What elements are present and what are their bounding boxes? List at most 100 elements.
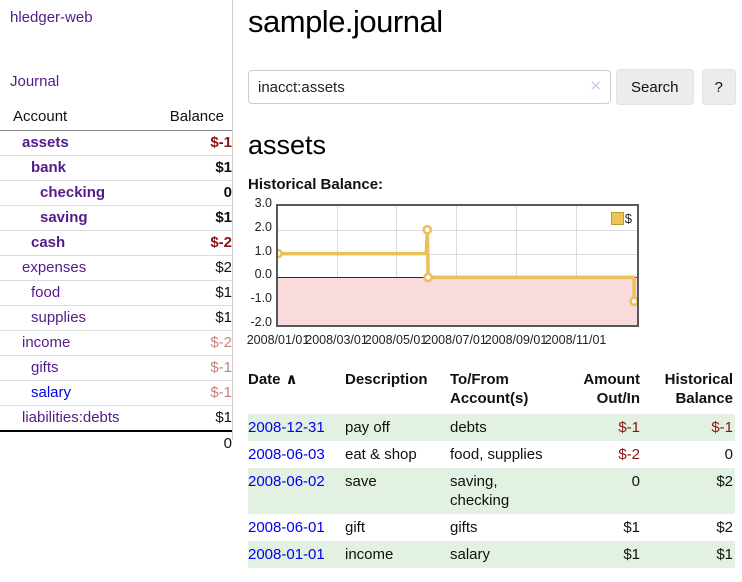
data-point-marker <box>278 248 283 259</box>
gridline-vertical <box>455 206 457 325</box>
transaction-balance: $2 <box>716 473 733 490</box>
x-axis-label: 2008/05/01 <box>364 333 428 347</box>
account-link-bank[interactable]: bank <box>31 159 67 176</box>
transaction-amount: $-2 <box>618 446 640 463</box>
chart-plot-inner <box>278 206 637 325</box>
transaction-date-link[interactable]: 2008-06-03 <box>248 446 325 463</box>
y-axis-label: 3.0 <box>254 196 272 210</box>
account-balance: $1 <box>152 155 232 181</box>
transaction-row: 2008-01-01 income salary $1 $1 <box>248 541 735 568</box>
search-input[interactable] <box>248 70 611 104</box>
account-row: assets $-1 <box>0 131 232 156</box>
account-link-salary[interactable]: salary <box>31 384 72 401</box>
account-row: gifts $-1 <box>0 355 232 381</box>
transaction-row: 2008-06-02 save saving, checking 0 $2 <box>248 468 735 514</box>
gridline-horizontal <box>278 229 637 231</box>
account-link-liabilities-debts[interactable]: liabilities:debts <box>22 409 120 426</box>
sidebar-item-journal[interactable]: Journal <box>10 73 60 90</box>
x-axis-label: 2008/01/01 <box>246 333 310 347</box>
transaction-description: save <box>345 473 377 490</box>
account-link-saving[interactable]: saving <box>40 209 88 226</box>
transaction-amount: 0 <box>631 473 640 490</box>
register-header-description: Description <box>345 371 428 388</box>
account-balance: $1 <box>152 305 232 331</box>
account-link-income[interactable]: income <box>22 334 71 351</box>
register-header-historical: Historical Balance <box>664 371 733 407</box>
account-cell: food <box>0 280 153 306</box>
account-link-checking[interactable]: checking <box>40 184 106 201</box>
accounts-total-spacer <box>0 430 153 456</box>
data-point-marker <box>629 296 637 307</box>
account-balance: $1 <box>152 205 232 231</box>
account-row: cash $-2 <box>0 230 232 256</box>
accounts-header-balance: Balance <box>152 105 232 131</box>
account-balance: 0 <box>152 180 232 206</box>
account-cell: checking <box>0 180 153 206</box>
account-link-food[interactable]: food <box>31 284 61 301</box>
account-balance: $-2 <box>152 230 232 256</box>
account-link-assets[interactable]: assets <box>22 134 69 151</box>
clear-search-icon[interactable]: ✕ <box>589 78 602 95</box>
transaction-balance: $1 <box>716 546 733 563</box>
transaction-accounts: salary <box>450 546 491 563</box>
data-point-marker <box>422 224 433 235</box>
transaction-accounts: debts <box>450 419 487 436</box>
gridline-vertical <box>575 206 577 325</box>
account-link-gifts[interactable]: gifts <box>31 359 59 376</box>
account-row: saving $1 <box>0 205 232 231</box>
transaction-description: eat & shop <box>345 446 417 463</box>
transaction-accounts: gifts <box>450 519 478 536</box>
account-link-expenses[interactable]: expenses <box>22 259 87 276</box>
account-balance: $2 <box>152 255 232 281</box>
legend-label: $ <box>624 211 632 226</box>
transaction-date-link[interactable]: 2008-12-31 <box>248 419 325 436</box>
account-row: bank $1 <box>0 155 232 181</box>
account-cell: assets <box>0 131 153 156</box>
search-form: ✕ Search ? <box>248 69 738 105</box>
gridline-vertical <box>396 206 398 325</box>
y-axis-label: -1.0 <box>250 291 272 306</box>
transaction-row: 2008-06-03 eat & shop food, supplies $-2 0 <box>248 441 735 468</box>
account-balance: $-2 <box>152 330 232 356</box>
sort-ascending-icon: ∧ <box>285 371 298 388</box>
balance-line-svg <box>278 224 637 307</box>
account-cell: gifts <box>0 355 153 381</box>
transaction-date-cell: 2008-01-01 <box>248 541 345 568</box>
account-row: checking 0 <box>0 180 232 206</box>
account-cell: cash <box>0 230 153 256</box>
page-title: sample.journal <box>248 4 443 39</box>
account-link-cash[interactable]: cash <box>31 234 66 251</box>
accounts-header-account: Account <box>0 105 153 131</box>
transaction-date-link[interactable]: 2008-06-01 <box>248 519 325 536</box>
account-row: supplies $1 <box>0 305 232 331</box>
x-axis-label: 2008/03/01 <box>305 333 368 347</box>
sidebar: hledger-web Journal Account Balance asse… <box>0 0 233 456</box>
account-cell: bank <box>0 155 153 181</box>
transaction-date-link[interactable]: 2008-06-02 <box>248 473 325 490</box>
y-axis-label: -2.0 <box>250 315 272 329</box>
account-balance: $1 <box>152 280 232 306</box>
transaction-balance: 0 <box>724 446 733 463</box>
app-brand-link[interactable]: hledger-web <box>10 9 93 26</box>
account-row: income $-2 <box>0 330 232 356</box>
register-header-date[interactable]: Date ∧ <box>248 371 298 388</box>
account-link-supplies[interactable]: supplies <box>31 309 87 326</box>
transaction-balance: $2 <box>716 519 733 536</box>
account-row: salary $-1 <box>0 380 232 406</box>
chart-legend: $ <box>610 211 632 226</box>
search-button[interactable]: Search <box>616 69 694 105</box>
register-table: Date ∧ Description To/From Account(s) Amount O… <box>248 368 735 568</box>
account-balance: $-1 <box>152 380 232 406</box>
accounts-total-row: 0 <box>0 430 232 456</box>
transaction-description: gift <box>345 519 366 536</box>
account-cell: salary <box>0 380 153 406</box>
account-cell: liabilities:debts <box>0 405 153 431</box>
transaction-date-link[interactable]: 2008-01-01 <box>248 546 325 563</box>
negative-balance-region <box>278 277 637 325</box>
register-header-amount: Amount Out/In <box>583 371 640 407</box>
account-row: food $1 <box>0 280 232 306</box>
data-point-marker <box>423 272 434 283</box>
account-balance: $-1 <box>210 134 232 151</box>
transaction-date-cell: 2008-06-02 <box>248 468 345 514</box>
help-button[interactable]: ? <box>701 69 736 105</box>
